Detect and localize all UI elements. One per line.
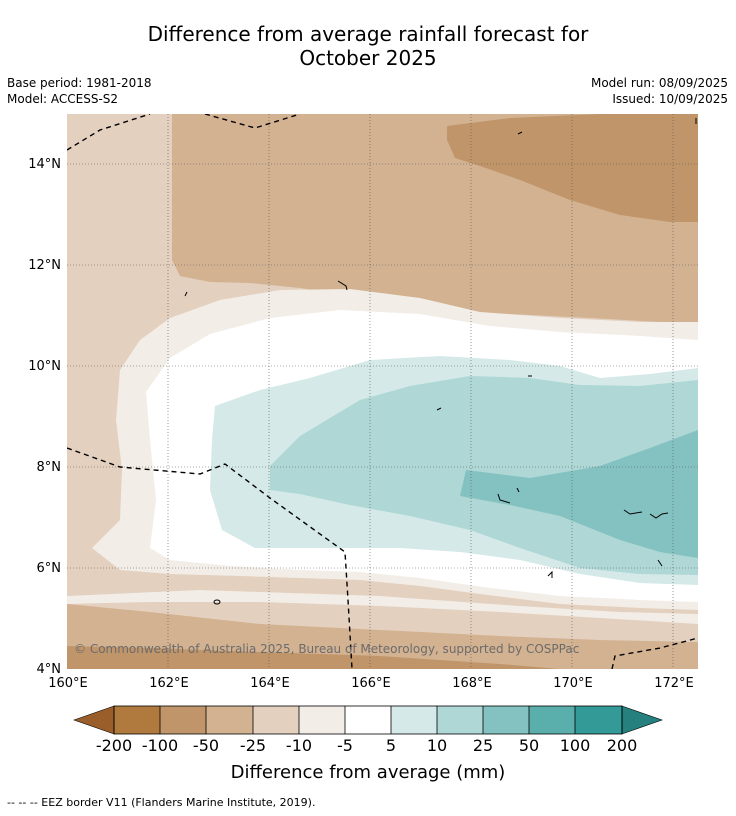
colorbar-tick-6: 5: [386, 736, 396, 755]
colorbar-seg-6: [345, 706, 391, 734]
colorbar-title: Difference from average (mm): [231, 762, 506, 783]
copyright-text: © Commonwealth of Australia 2025, Bureau…: [74, 642, 579, 656]
colorbar-seg-10: [529, 706, 575, 734]
lon-label-162: 162°E: [149, 676, 189, 691]
title-line-1: Difference from average rainfall forecas…: [147, 22, 589, 46]
contour-band--10-to--5-bottom: [67, 590, 698, 624]
contour-band--100-to--50-top: [447, 114, 698, 222]
island-north: [337, 280, 348, 291]
eez-border-west: [67, 447, 353, 669]
colorbar-tick-11: 200: [607, 736, 638, 755]
eez-border-top-mid: [204, 114, 301, 129]
colorbar: -200 -100 -50 -25 -10 -5 5 10 25 50 100 …: [73, 705, 663, 783]
island-north-east: [517, 131, 523, 135]
islands: [184, 118, 697, 605]
contour-band-25-to-50: [460, 430, 698, 558]
colorbar-outline: [113, 705, 623, 735]
lat-label-14: 14°N: [28, 157, 61, 172]
island-west: [213, 599, 221, 605]
colorbar-seg-7: [391, 706, 437, 734]
colorbar-tick-10: 100: [560, 736, 591, 755]
eez-borders: [67, 114, 698, 669]
colorbar-seg-4: [253, 706, 299, 734]
lon-label-168: 168°E: [452, 676, 492, 691]
model-run: Model run: 08/09/2025: [590, 76, 728, 90]
issued-date: Issued: 10/09/2025: [612, 92, 728, 106]
meta-left: Base period: 1981-2018 Model: ACCESS-S2: [7, 75, 152, 107]
base-period: Base period: 1981-2018: [7, 76, 152, 90]
island-east-small: [657, 559, 663, 567]
lat-label-12: 12°N: [28, 258, 61, 273]
colorbar-seg-5: [299, 706, 345, 734]
lat-label-6: 6°N: [37, 561, 62, 576]
colorbar-seg-3: [206, 706, 253, 734]
lat-label-4: 4°N: [37, 662, 62, 677]
island-dot-3: [184, 291, 188, 297]
colorbar-ticks: -200 -100 -50 -25 -10 -5 5 10 25 50 100 …: [96, 736, 637, 755]
lon-label-160: 160°E: [48, 676, 88, 691]
island-south: [547, 570, 553, 578]
colorbar-tick-0: -200: [96, 736, 132, 755]
colorbar-seg-8: [437, 706, 483, 734]
island-mid: [516, 487, 520, 493]
colorbar-tick-8: 25: [473, 736, 493, 755]
colorbar-tick-7: 10: [427, 736, 447, 755]
lat-labels: 14°N 12°N 10°N 8°N 6°N 4°N: [28, 157, 61, 677]
footnote-eez: -- -- -- EEZ border V11 (Flanders Marine…: [7, 796, 316, 809]
map-title: Difference from average rainfall forecas…: [0, 22, 736, 70]
island-jaluit: [649, 512, 669, 519]
lat-label-8: 8°N: [37, 460, 62, 475]
colorbar-tick-1: -100: [142, 736, 178, 755]
colorbar-extend-low: [73, 705, 115, 735]
lon-label-164: 164°E: [250, 676, 290, 691]
lat-label-10: 10°N: [28, 359, 61, 374]
lon-labels: 160°E 162°E 164°E 166°E 168°E 170°E 172°…: [48, 676, 694, 691]
colorbar-tick-5: -5: [337, 736, 353, 755]
colorbar-seg-11: [575, 706, 622, 734]
rainfall-contours: [67, 114, 698, 669]
island-dot-1: [436, 407, 442, 411]
island-ujae: [497, 493, 511, 504]
colorbar-extend-high: [621, 705, 663, 735]
eez-border-top-left: [67, 114, 151, 151]
colorbar-seg-2: [160, 706, 206, 734]
lon-label-166: 166°E: [351, 676, 391, 691]
island-kwajalein: [623, 509, 643, 515]
colorbar-tick-4: -10: [286, 736, 312, 755]
colorbar-tick-3: -25: [240, 736, 266, 755]
contour-band--100-to--50-bottom: [67, 646, 560, 669]
lon-label-172: 172°E: [654, 676, 694, 691]
colorbar-seg-9: [483, 706, 529, 734]
title-line-2: October 2025: [299, 46, 437, 70]
meta-right: Model run: 08/09/2025 Issued: 10/09/2025: [591, 75, 728, 107]
graticule: [67, 114, 698, 669]
colorbar-tick-2: -50: [193, 736, 219, 755]
colorbar-seg-1: [114, 706, 160, 734]
colorbar-tick-9: 50: [519, 736, 539, 755]
model-name: Model: ACCESS-S2: [7, 92, 119, 106]
eez-border-south-east: [611, 637, 698, 669]
lon-label-170: 170°E: [553, 676, 593, 691]
